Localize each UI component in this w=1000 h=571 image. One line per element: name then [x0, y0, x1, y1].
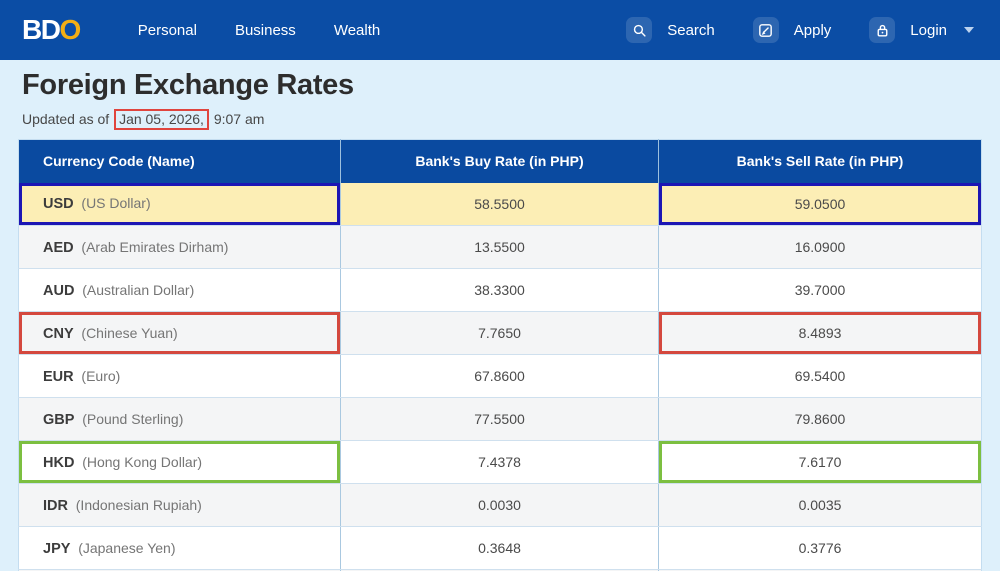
currency-cell: EUR (Euro): [18, 354, 341, 398]
updated-date-annotation-box: Jan 05, 2026,: [114, 109, 209, 130]
currency-code: CNY: [43, 325, 74, 342]
apply-button[interactable]: Apply: [752, 17, 832, 43]
buy-rate-cell: 58.5500: [340, 182, 659, 226]
bdo-logo[interactable]: BDO: [22, 14, 81, 46]
currency-code: USD: [43, 196, 74, 213]
currency-cell: JPY (Japanese Yen): [18, 526, 341, 570]
table-row: HKD (Hong Kong Dollar) 7.4378 7.6170: [18, 440, 982, 484]
primary-nav: Personal Business Wealth: [138, 22, 381, 39]
page-head: Foreign Exchange Rates Updated as of Jan…: [0, 60, 1000, 130]
buy-rate-cell: 7.7650: [340, 311, 659, 355]
currency-code: AUD: [43, 282, 75, 299]
sell-rate-cell: 0.3776: [658, 526, 982, 570]
sell-rate-cell: [658, 569, 982, 571]
logo-text-gold: O: [59, 14, 81, 45]
login-button[interactable]: Login: [869, 17, 974, 43]
currency-name: (Hong Kong Dollar): [74, 453, 203, 470]
buy-rate-cell: 77.5500: [340, 397, 659, 441]
updated-time: 9:07 am: [213, 111, 265, 127]
buy-rate-cell: 38.3300: [340, 268, 659, 312]
currency-name: (Australian Dollar): [74, 281, 195, 298]
currency-code: AED: [43, 239, 74, 256]
login-label: Login: [910, 21, 947, 39]
currency-cell: IDR (Indonesian Rupiah): [18, 483, 341, 527]
fx-rates-table: Currency Code (Name) Bank's Buy Rate (in…: [18, 139, 982, 571]
currency-name: (Indonesian Rupiah): [67, 496, 202, 513]
nav-link-business[interactable]: Business: [234, 21, 296, 39]
currency-cell: [18, 569, 341, 571]
currency-name: (Pound Sterling): [74, 410, 184, 427]
table-row: IDR (Indonesian Rupiah) 0.0030 0.0035: [18, 483, 982, 527]
currency-code: HKD: [43, 454, 75, 471]
currency-name: (Arab Emirates Dirham): [73, 238, 229, 255]
currency-cell: AUD (Australian Dollar): [18, 268, 341, 312]
logo-text-white: BD: [22, 14, 61, 45]
sell-rate-cell: 8.4893: [658, 311, 982, 355]
buy-rate-cell: [340, 569, 659, 571]
buy-rate-cell: 13.5500: [340, 225, 659, 269]
table-row-partial: [18, 569, 982, 571]
currency-cell: GBP (Pound Sterling): [18, 397, 341, 441]
lock-icon: [869, 17, 896, 43]
sell-rate-cell: 69.5400: [658, 354, 982, 398]
sell-rate-cell: 7.6170: [658, 440, 982, 484]
updated-prefix: Updated as of: [22, 111, 110, 127]
top-navbar: BDO Personal Business Wealth Search: [0, 0, 1000, 60]
page-title: Foreign Exchange Rates: [22, 69, 354, 101]
fx-rates-table-wrap: Currency Code (Name) Bank's Buy Rate (in…: [18, 139, 982, 571]
buy-rate-cell: 67.8600: [340, 354, 659, 398]
header-sell-rate: Bank's Sell Rate (in PHP): [658, 139, 982, 183]
table-row: USD (US Dollar) 58.5500 59.0500: [18, 182, 982, 226]
currency-cell: CNY (Chinese Yuan): [18, 311, 341, 355]
updated-timestamp: Updated as of Jan 05, 2026, 9:07 am: [22, 109, 978, 130]
currency-name: (Euro): [73, 367, 121, 384]
currency-name: (Japanese Yen): [70, 539, 176, 556]
buy-rate-cell: 0.3648: [340, 526, 659, 570]
sell-rate-cell: 16.0900: [658, 225, 982, 269]
edit-icon: [752, 17, 779, 43]
table-row: CNY (Chinese Yuan) 7.7650 8.4893: [18, 311, 982, 355]
currency-code: GBP: [43, 411, 75, 428]
table-header-row: Currency Code (Name) Bank's Buy Rate (in…: [18, 139, 982, 183]
nav-link-wealth[interactable]: Wealth: [333, 21, 381, 39]
header-buy-rate: Bank's Buy Rate (in PHP): [340, 139, 659, 183]
header-currency-code: Currency Code (Name): [18, 139, 341, 183]
sell-rate-cell: 59.0500: [658, 182, 982, 226]
sell-rate-cell: 39.7000: [658, 268, 982, 312]
currency-cell: AED (Arab Emirates Dirham): [18, 225, 341, 269]
buy-rate-cell: 7.4378: [340, 440, 659, 484]
nav-link-personal[interactable]: Personal: [137, 21, 197, 39]
currency-code: JPY: [43, 540, 71, 557]
search-icon: [626, 17, 653, 43]
currency-name: (US Dollar): [73, 195, 151, 212]
apply-label: Apply: [793, 21, 832, 39]
search-label: Search: [667, 21, 715, 39]
currency-code: IDR: [43, 497, 68, 514]
table-row: JPY (Japanese Yen) 0.3648 0.3776: [18, 526, 982, 570]
buy-rate-cell: 0.0030: [340, 483, 659, 527]
currency-code: EUR: [43, 368, 74, 385]
sell-rate-cell: 79.8600: [658, 397, 982, 441]
currency-cell: USD (US Dollar): [18, 182, 341, 226]
sell-rate-cell: 0.0035: [658, 483, 982, 527]
search-button[interactable]: Search: [626, 17, 715, 43]
table-row: GBP (Pound Sterling) 77.5500 79.8600: [18, 397, 982, 441]
chevron-down-icon: [964, 27, 974, 33]
table-row: AED (Arab Emirates Dirham) 13.5500 16.0900: [18, 225, 982, 269]
navbar-actions: Search Apply: [626, 17, 974, 43]
table-row: AUD (Australian Dollar) 38.3300 39.7000: [18, 268, 982, 312]
fx-table-body: USD (US Dollar) 58.5500 59.0500 AED (Arab E…: [18, 182, 982, 571]
currency-name: (Chinese Yuan): [73, 324, 178, 341]
currency-cell: HKD (Hong Kong Dollar): [18, 440, 341, 484]
table-row: EUR (Euro) 67.8600 69.5400: [18, 354, 982, 398]
